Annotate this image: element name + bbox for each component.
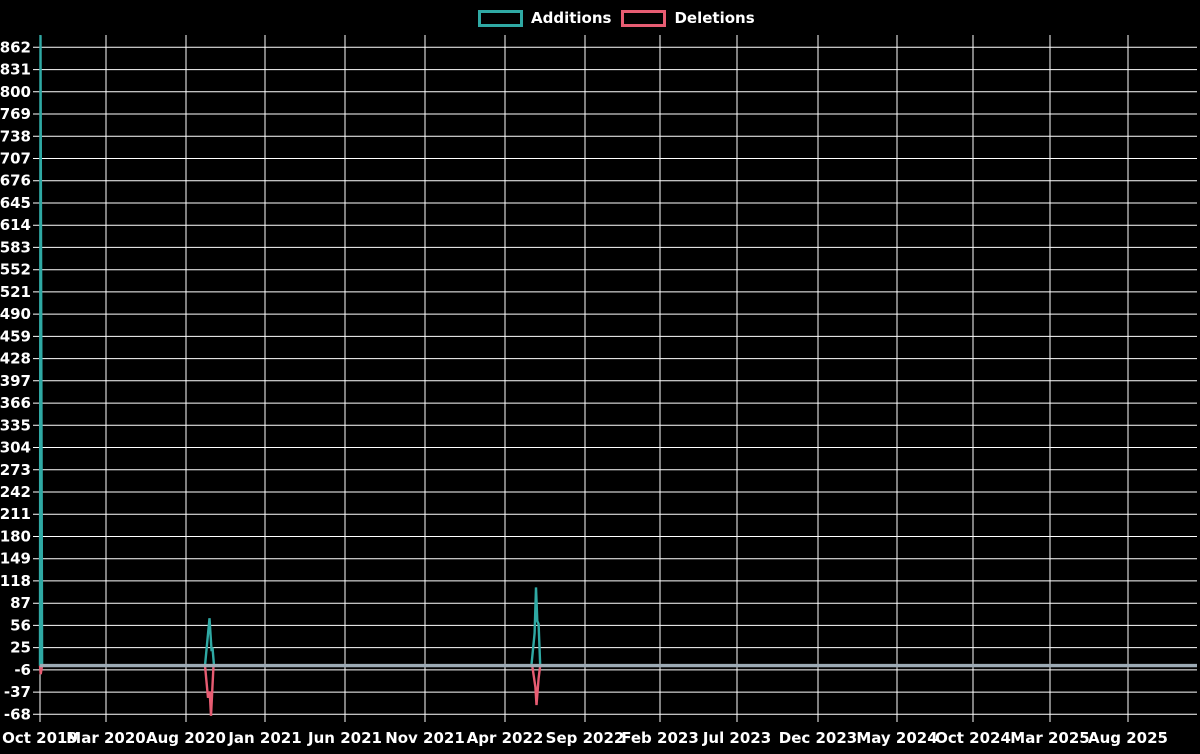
- y-tick-label: 769: [0, 105, 31, 123]
- x-tick-label: Aug 2020: [146, 729, 226, 747]
- y-tick-label: 831: [0, 61, 31, 79]
- y-tick-label: 614: [0, 216, 31, 234]
- x-tick-label: Jul 2023: [702, 729, 771, 747]
- y-tick-label: 56: [10, 616, 31, 634]
- y-tick-label: 428: [0, 350, 31, 368]
- y-tick-label: -6: [14, 661, 31, 679]
- x-gridlines: [39, 35, 1129, 722]
- y-tick-label: 490: [0, 305, 31, 323]
- y-tick-label: 87: [10, 594, 31, 612]
- x-tick-label: Oct 2019: [2, 729, 78, 747]
- y-tick-label: 862: [0, 38, 31, 56]
- y-tick-label: 521: [0, 283, 31, 301]
- deletions-series-line: [38, 664, 1119, 716]
- y-tick-label: 149: [0, 550, 31, 568]
- x-tick-label: Mar 2025: [1010, 729, 1089, 747]
- deletions-legend-label: Deletions: [674, 9, 755, 27]
- y-tick-label: 738: [0, 127, 31, 145]
- y-tick-label: 273: [0, 461, 31, 479]
- x-tick-label: Nov 2021: [385, 729, 465, 747]
- additions-series-line: [38, 35, 1119, 667]
- y-tick-label: 180: [0, 528, 31, 546]
- x-tick-label: Oct 2024: [935, 729, 1011, 747]
- x-tick-label: Apr 2022: [467, 729, 544, 747]
- y-tick-label: 304: [0, 439, 31, 457]
- legend-item-deletions: Deletions: [621, 9, 755, 27]
- y-tick-label: 676: [0, 172, 31, 190]
- y-tick-label: 583: [0, 238, 31, 256]
- x-tick-label: Aug 2025: [1088, 729, 1168, 747]
- x-tick-label: Jan 2021: [227, 729, 301, 747]
- x-tick-label: Dec 2023: [779, 729, 858, 747]
- x-tick-label: Sep 2022: [546, 729, 625, 747]
- y-tick-label: -37: [4, 683, 31, 701]
- y-tick-label: 800: [0, 83, 31, 101]
- additions-legend-label: Additions: [531, 9, 612, 27]
- x-tick-label: May 2024: [856, 729, 937, 747]
- y-tick-label: -68: [4, 705, 31, 723]
- x-tick-label: Jun 2021: [307, 729, 382, 747]
- y-tick-label: 211: [0, 505, 31, 523]
- deletions-swatch-icon: [621, 9, 667, 27]
- y-tick-label: 552: [0, 261, 31, 279]
- y-tick-label: 707: [0, 150, 31, 168]
- chart-legend: Additions Deletions: [478, 9, 755, 27]
- y-tick-label: 397: [0, 372, 31, 390]
- y-tick-labels: 862 831 800 769 738 707 676 645 614 583 552 521 490 4…: [0, 38, 31, 723]
- additions-swatch-icon: [478, 9, 523, 27]
- y-tick-label: 25: [10, 639, 31, 657]
- y-gridlines: [33, 46, 1197, 715]
- x-tick-label: Mar 2020: [66, 729, 145, 747]
- y-tick-label: 459: [0, 327, 31, 345]
- y-tick-label: 242: [0, 483, 31, 501]
- y-tick-label: 645: [0, 194, 31, 212]
- legend-item-additions: Additions: [478, 9, 611, 27]
- x-tick-label: Feb 2023: [621, 729, 699, 747]
- y-tick-label: 335: [0, 416, 31, 434]
- y-tick-label: 366: [0, 394, 31, 412]
- y-tick-label: 118: [0, 572, 31, 590]
